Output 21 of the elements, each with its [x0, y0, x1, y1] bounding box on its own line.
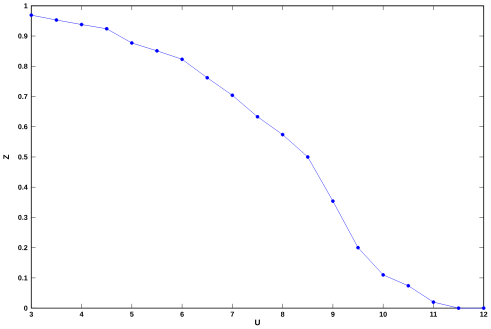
- point: [306, 155, 310, 159]
- point: [180, 58, 184, 62]
- point: [54, 18, 58, 22]
- point: [230, 94, 234, 98]
- point: [256, 115, 260, 119]
- point: [406, 284, 410, 288]
- point: [205, 76, 210, 80]
- point: [381, 273, 385, 277]
- y-axis-title: Z: [3, 154, 9, 160]
- point: [80, 22, 84, 27]
- point: [155, 49, 159, 53]
- point: [356, 246, 360, 250]
- x-axis-title: U: [255, 320, 260, 326]
- point: [104, 27, 109, 31]
- point: [456, 306, 460, 310]
- point: [29, 14, 34, 18]
- point: [331, 199, 335, 204]
- point: [482, 306, 486, 310]
- point: [130, 41, 134, 45]
- point: [432, 300, 436, 304]
- point: [280, 132, 284, 137]
